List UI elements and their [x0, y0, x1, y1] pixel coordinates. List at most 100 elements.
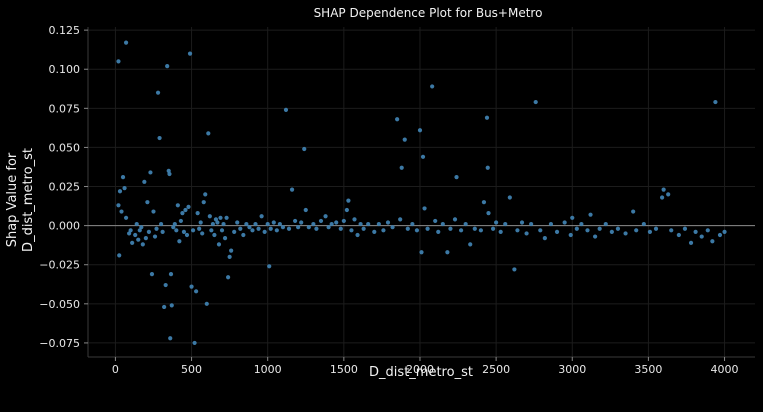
scatter-point [588, 212, 593, 217]
scatter-point [226, 275, 231, 280]
y-tick-label: −0.050 [39, 298, 80, 311]
scatter-point [405, 226, 410, 231]
scatter-point [160, 229, 165, 234]
scatter-point [280, 225, 286, 230]
scatter-point [235, 220, 240, 225]
scatter-point [189, 284, 194, 289]
scatter-point [256, 226, 261, 231]
scatter-point [494, 220, 499, 225]
scatter-point [183, 207, 188, 213]
scatter-point [181, 229, 187, 234]
scatter-point [699, 234, 704, 239]
scatter-point [139, 225, 144, 230]
scatter-point [705, 228, 710, 233]
scatter-point [717, 232, 723, 238]
scatter-point [143, 236, 148, 241]
y-tick-label: 0.000 [49, 220, 81, 233]
scatter-point [209, 228, 214, 233]
scatter-point [136, 237, 141, 242]
x-tick-label: 3000 [558, 363, 586, 376]
scatter-point [117, 253, 122, 258]
y-tick-label: 0.025 [49, 181, 81, 194]
scatter-point [554, 229, 560, 234]
scatter-point [289, 187, 295, 192]
axes-layer: 0 500 1000 1500 2000 2500 3000 3500 4000 −0.075 −0… [39, 24, 755, 376]
scatter-point [215, 220, 220, 225]
scatter-point [219, 228, 225, 233]
scatter-point [420, 154, 426, 159]
scatter-point [490, 226, 496, 231]
scatter-point [484, 115, 490, 120]
scatter-point [145, 200, 150, 205]
scatter-point [302, 146, 307, 152]
x-tick-label: 1500 [330, 363, 358, 376]
scatter-point [314, 226, 319, 231]
scatter-point [430, 84, 435, 89]
scatter-point [119, 209, 124, 214]
scatter-point [155, 90, 161, 95]
scatter-point [722, 229, 727, 234]
scatter-point [366, 221, 371, 227]
scatter-point [267, 264, 272, 269]
scatter-point [623, 231, 628, 236]
scatter-point [259, 214, 264, 219]
scatter-point [346, 198, 351, 203]
x-tick-label: 4000 [711, 363, 739, 376]
scatter-point [448, 226, 453, 231]
scatter-point [130, 240, 135, 245]
scatter-point [306, 225, 311, 230]
x-tick-label: 2000 [406, 363, 434, 376]
scatter-point [216, 242, 222, 247]
scatter-point [669, 228, 674, 233]
scatter-point [385, 220, 391, 225]
scatter-point [207, 214, 212, 219]
scatter-point [169, 303, 174, 308]
scatter-point [146, 229, 152, 234]
scatter-point [486, 211, 491, 216]
scatter-point [688, 240, 694, 245]
scatter-point [524, 231, 529, 236]
scatter-point [277, 221, 282, 227]
chart-title: SHAP Dependence Plot for Bus+Metro [314, 6, 543, 20]
scatter-point [361, 226, 366, 231]
scatter-point [224, 215, 229, 220]
scatter-point [148, 170, 153, 175]
scatter-point [344, 207, 349, 213]
scatter-point [548, 221, 554, 227]
scatter-point [631, 209, 636, 214]
scatter-point [227, 254, 232, 260]
scatter-point [212, 232, 217, 238]
scatter-point [666, 192, 671, 197]
scatter-point [422, 206, 427, 211]
scatter-point [168, 272, 174, 277]
scatter-point [127, 231, 132, 236]
scatter-point [174, 228, 179, 233]
scatter-point [200, 231, 205, 236]
scatter-point [381, 228, 386, 233]
scatter-point [574, 226, 579, 231]
scatter-point [352, 217, 357, 222]
scatter-point [615, 226, 621, 231]
scatter-point [137, 228, 142, 233]
scatter-point [593, 234, 598, 239]
scatter-point [653, 226, 659, 231]
scatter-point [478, 228, 483, 233]
y-tick-label: −0.075 [39, 337, 80, 350]
scatter-point [329, 221, 334, 227]
scatter-point [222, 236, 228, 241]
scatter-point [503, 221, 508, 227]
scatter-point [116, 59, 121, 64]
scatter-point [232, 229, 237, 234]
scatter-point [283, 107, 289, 112]
scatter-point [158, 221, 164, 227]
scatter-point [445, 250, 450, 255]
scatter-point [165, 63, 170, 69]
scatter-point [213, 217, 219, 222]
scatter-point [533, 99, 538, 105]
scatter-point [192, 340, 197, 346]
scatter-point [271, 220, 276, 225]
scatter-point [296, 225, 301, 230]
scatter-point [140, 242, 145, 247]
scatter-point [468, 242, 473, 247]
